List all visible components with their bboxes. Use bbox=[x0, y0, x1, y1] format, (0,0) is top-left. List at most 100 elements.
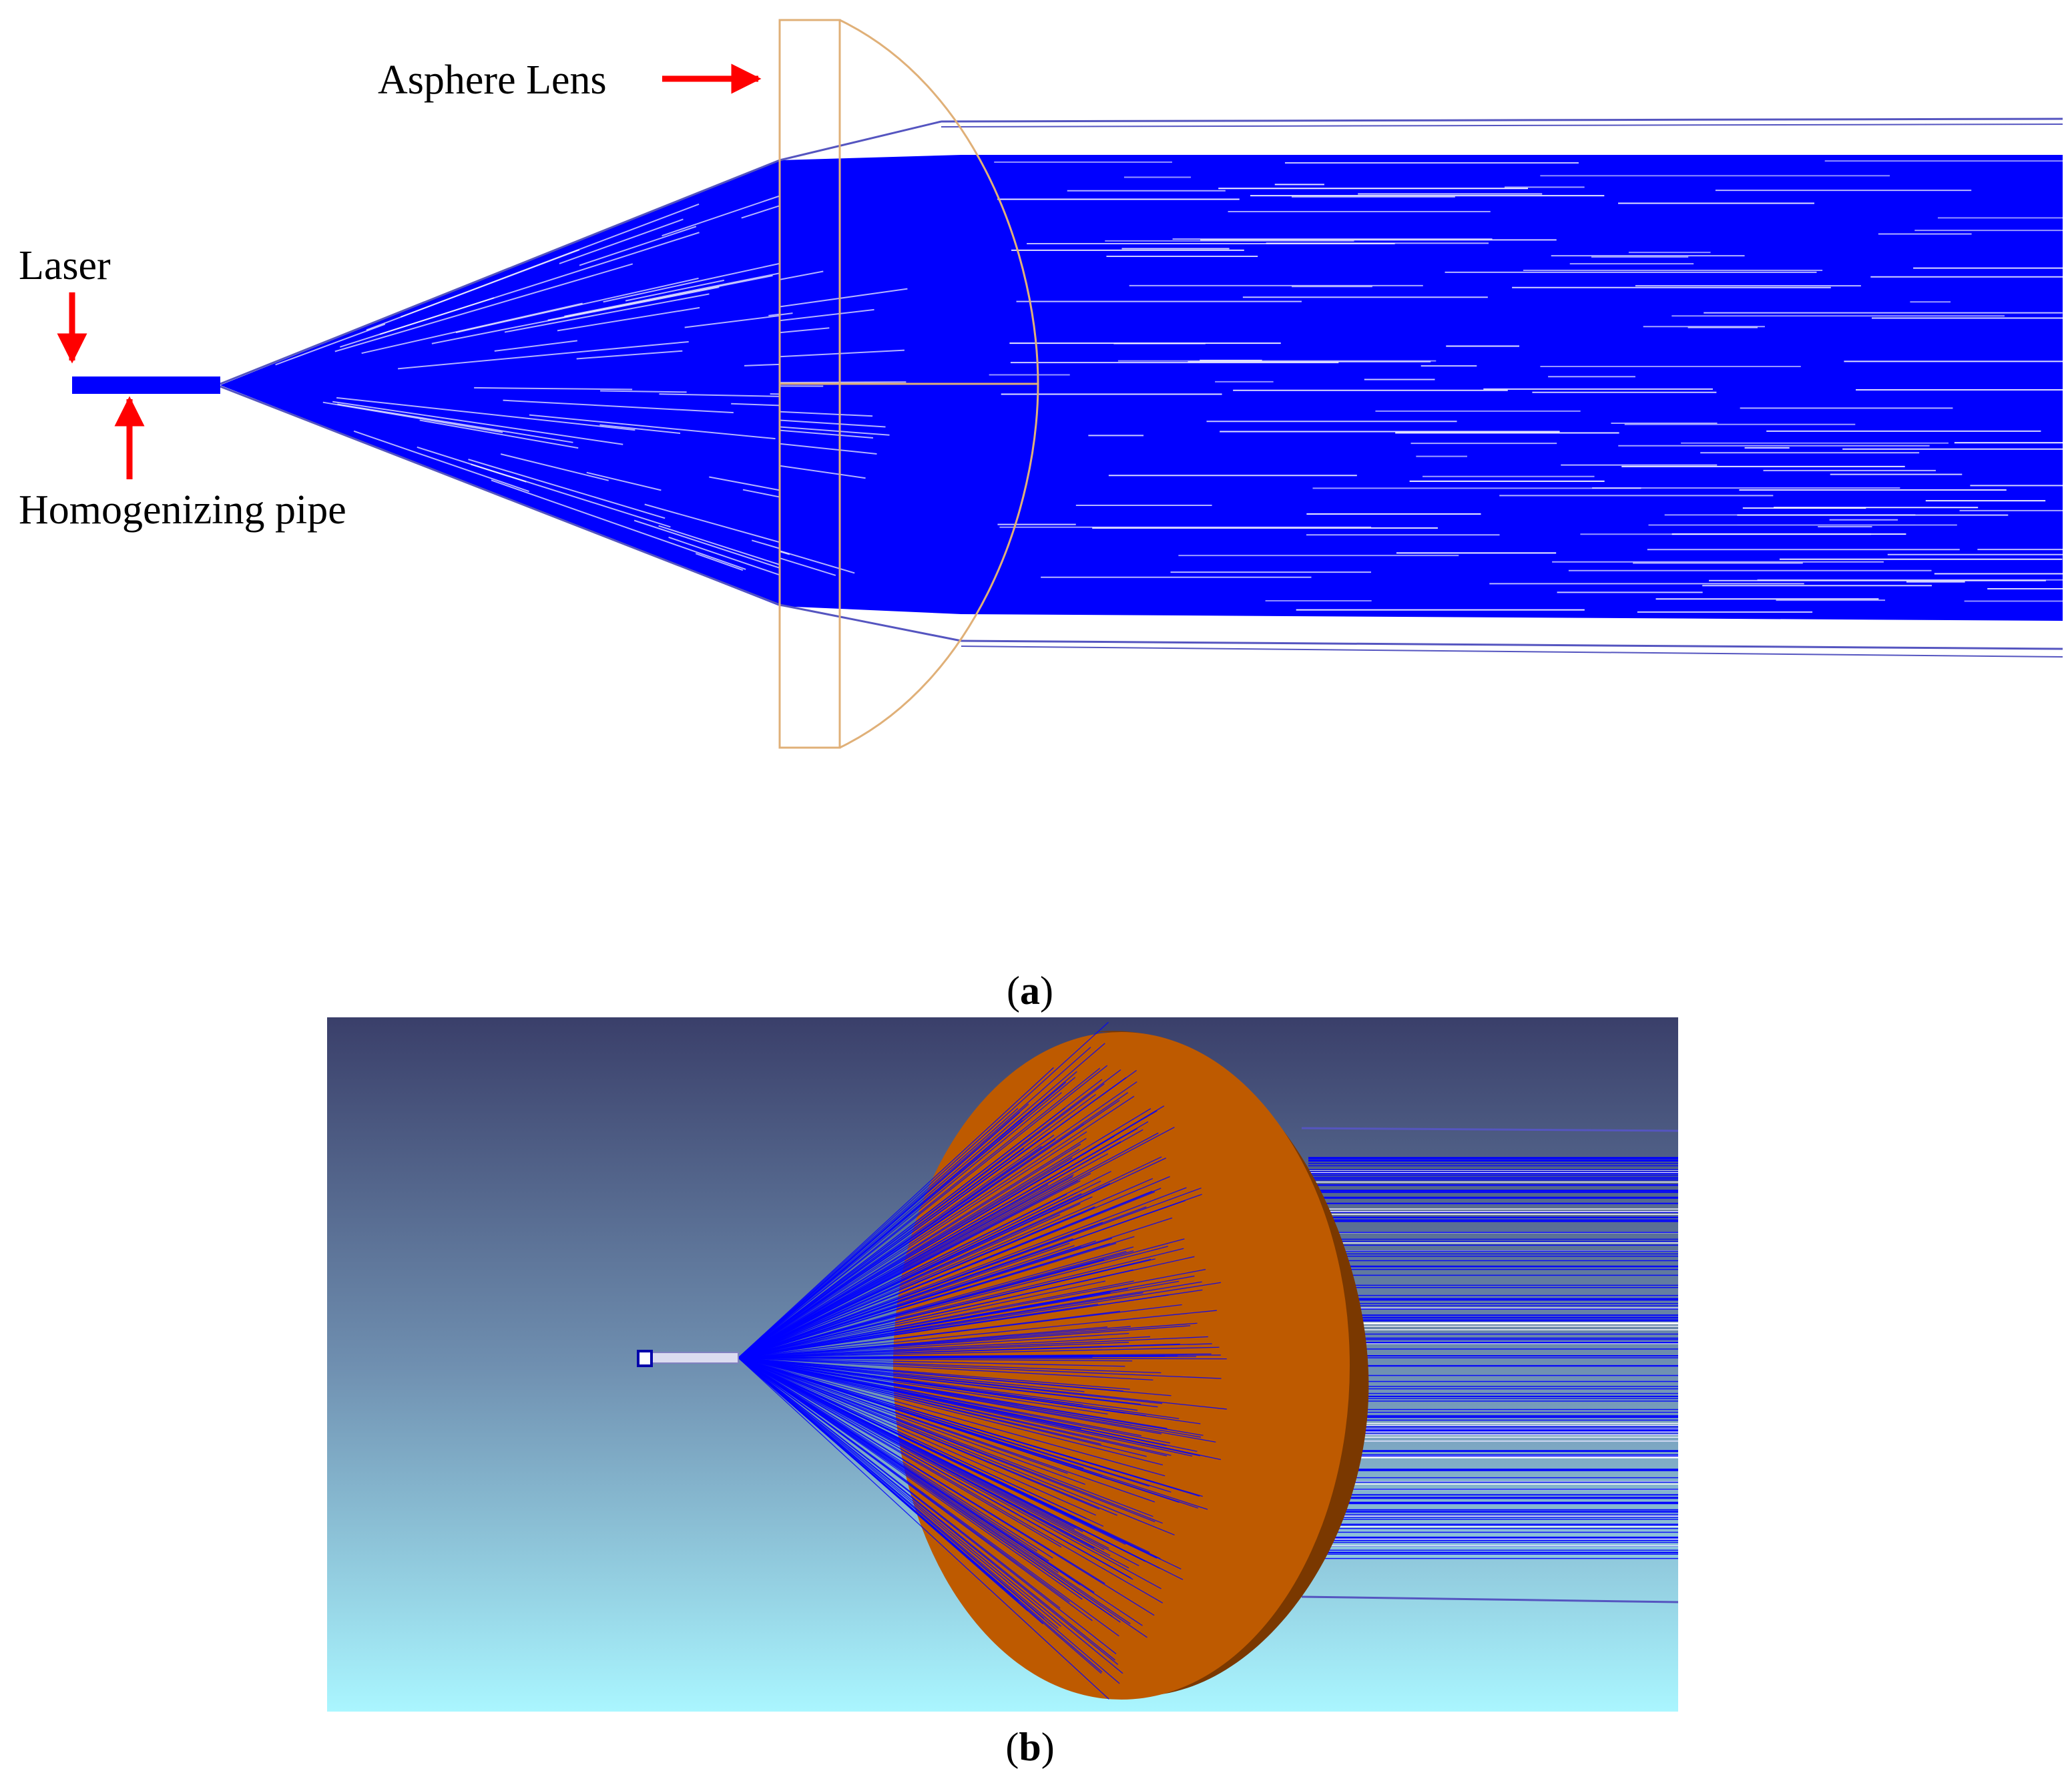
label-laser: Laser bbox=[19, 243, 111, 364]
fan-ray-3d bbox=[738, 1304, 1098, 1358]
marginal-ray bbox=[220, 159, 780, 385]
fan-ray-3d bbox=[738, 1131, 1087, 1358]
fan-ray-3d bbox=[738, 1357, 1095, 1593]
fan-ray-gap bbox=[768, 313, 780, 316]
fan-ray-3d bbox=[738, 1357, 1125, 1367]
fan-ray-3d bbox=[738, 1021, 1109, 1358]
fan-ray-gap bbox=[633, 519, 780, 569]
fan-ray-3d bbox=[738, 1357, 1085, 1485]
fan-ray-gap bbox=[366, 249, 580, 331]
fan-ray-3d bbox=[738, 1357, 1061, 1627]
fan-ray-gap bbox=[684, 314, 780, 328]
fan-ray-3d bbox=[738, 1157, 1073, 1358]
fan-ray-3d bbox=[738, 1144, 1081, 1358]
fan-ray-3d bbox=[738, 1322, 1198, 1358]
fan-ray-3d bbox=[738, 1222, 1103, 1358]
marginal-ray bbox=[779, 603, 962, 642]
fan-ray-gap bbox=[779, 327, 830, 334]
laser-label: Laser bbox=[19, 243, 111, 288]
fan-ray-3d bbox=[738, 1357, 1083, 1533]
fan-ray-gap bbox=[547, 274, 773, 321]
fan-ray-3d bbox=[738, 1357, 1161, 1374]
fan-ray-3d bbox=[738, 1357, 1109, 1700]
fan-ray-3d bbox=[738, 1336, 1208, 1358]
fan-ray-gap bbox=[779, 288, 908, 308]
fan-ray-3d bbox=[738, 1135, 1115, 1358]
fan-ray-gap bbox=[494, 340, 577, 352]
fan-ray-gap bbox=[557, 306, 700, 332]
fan-ray-gap bbox=[474, 387, 633, 391]
fan-ray-gap bbox=[709, 476, 780, 491]
panel-b-3d-render bbox=[327, 1017, 1678, 1712]
fan-ray-3d bbox=[738, 1282, 1222, 1358]
fan-ray-3d bbox=[738, 1357, 1141, 1405]
fan-ray-3d bbox=[738, 1357, 1097, 1516]
marginal-ray bbox=[961, 646, 2063, 658]
fan-ray-3d bbox=[738, 1131, 1051, 1358]
marginal-ray bbox=[941, 117, 2063, 123]
fan-ray-gap bbox=[529, 414, 776, 440]
fan-ray-3d bbox=[738, 1357, 1199, 1509]
fan-ray-gap bbox=[779, 443, 877, 455]
fan-ray-3d bbox=[738, 1332, 1129, 1358]
fan-ray-3d bbox=[738, 1310, 1217, 1358]
fan-ray-gap bbox=[751, 539, 780, 549]
marginal-ray bbox=[961, 640, 2063, 650]
fan-ray-gap bbox=[779, 312, 793, 316]
fan-ray-gap bbox=[337, 403, 573, 443]
fan-ray-3d bbox=[738, 1357, 1119, 1637]
fan-ray-gap bbox=[779, 381, 906, 384]
fan-ray-3d bbox=[738, 1139, 1056, 1358]
fan-ray-gap bbox=[779, 426, 890, 436]
fan-ray-3d bbox=[738, 1357, 1163, 1466]
fan-ray-3d bbox=[738, 1191, 1155, 1358]
caption-b: (b) bbox=[1005, 1725, 1054, 1769]
fan-ray-3d bbox=[738, 1119, 1023, 1358]
divergent-rays-3d bbox=[738, 1021, 1227, 1700]
fan-ray-gap bbox=[491, 479, 746, 570]
fan-ray-3d bbox=[738, 1357, 1157, 1559]
fan-ray-3d bbox=[738, 1245, 1075, 1358]
marginal-ray bbox=[941, 123, 2063, 128]
pipe-3d bbox=[637, 1352, 739, 1364]
fan-ray-gap bbox=[455, 277, 699, 334]
fan-ray-3d bbox=[738, 1258, 1155, 1358]
fan-ray-gap bbox=[576, 350, 683, 360]
collimated-rays-3d bbox=[1301, 1127, 1678, 1603]
fan-ray-3d bbox=[738, 1357, 1163, 1603]
fan-ray-gap bbox=[586, 471, 662, 491]
fan-ray-3d bbox=[738, 1173, 1091, 1358]
marginal-ray bbox=[779, 120, 942, 162]
fan-ray-gap bbox=[419, 419, 579, 449]
fan-ray-3d bbox=[738, 1083, 1105, 1358]
fan-ray-3d bbox=[738, 1129, 1143, 1358]
fan-ray-3d bbox=[738, 1065, 1108, 1358]
fan-ray-gap bbox=[779, 270, 824, 280]
fan-ray-3d bbox=[738, 1153, 1109, 1358]
fan-ray-3d bbox=[738, 1132, 1159, 1358]
fan-ray-3d bbox=[738, 1099, 1120, 1358]
fan-ray-gap bbox=[779, 411, 873, 417]
fan-ray-gap bbox=[353, 430, 529, 493]
fan-ray-gap bbox=[332, 401, 623, 445]
fan-ray-3d bbox=[738, 1357, 1083, 1600]
fan-ray-gap bbox=[600, 390, 687, 393]
fan-ray-3d bbox=[738, 1357, 1061, 1609]
fan-ray-gap bbox=[742, 489, 780, 498]
fan-ray-3d bbox=[738, 1268, 1206, 1358]
fan-ray-3d bbox=[738, 1357, 1117, 1516]
fan-ray-gap bbox=[662, 195, 780, 237]
fan-ray-3d bbox=[738, 1346, 1220, 1358]
asphere-lens-outline bbox=[778, 19, 1039, 749]
fan-ray-3d bbox=[738, 1343, 1212, 1358]
fan-ray-gap bbox=[336, 397, 635, 431]
fan-ray-3d bbox=[738, 1281, 1202, 1358]
homogenizing-pipe bbox=[72, 376, 220, 394]
fan-ray-3d bbox=[738, 1217, 1173, 1358]
fan-ray-3d bbox=[738, 1290, 1109, 1358]
fan-ray-3d bbox=[738, 1357, 1172, 1456]
fan-ray-gap bbox=[398, 340, 689, 370]
fan-ray-3d bbox=[738, 1357, 1131, 1625]
fan-ray-3d bbox=[738, 1357, 1038, 1552]
fan-ray-3d bbox=[738, 1357, 1161, 1589]
